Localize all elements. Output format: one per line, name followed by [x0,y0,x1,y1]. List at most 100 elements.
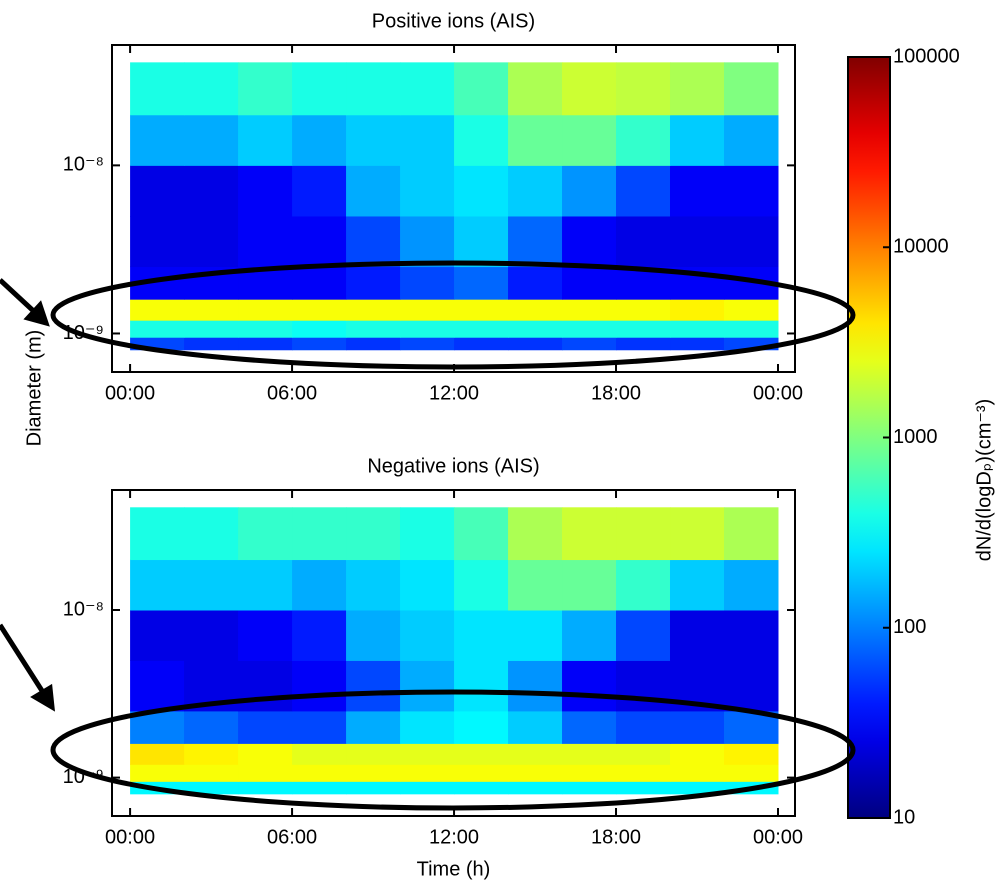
heatmap-cell [346,114,401,166]
heatmap-cell [346,299,401,321]
heatmap-cell [724,165,779,217]
heatmap-cell [670,609,725,661]
heatmap-cell [292,743,347,765]
heatmap-cell [562,743,617,765]
heatmap-cell [184,609,239,661]
heatmap-cell [130,660,185,712]
heatmap-cell [508,62,563,116]
heatmap-cell [508,609,563,661]
heatmap-cell [346,215,401,268]
arrow [0,623,49,699]
heatmap-cell [670,781,725,795]
heatmap-cell [346,660,401,712]
heatmap-cell [562,114,617,166]
heatmap-cell [292,215,347,268]
heatmap-cell [454,660,509,712]
heatmap-cell [130,62,185,116]
heatmap-cell [130,559,185,611]
heatmap-cell [238,299,293,321]
heatmap-cell [616,62,671,116]
heatmap-cell [562,62,617,116]
heatmap-cell [724,743,779,765]
heatmap-cell [184,743,239,765]
heatmap-cell [400,710,455,744]
heatmap-cell [400,320,455,338]
heatmap-cell [508,781,563,795]
heatmap-cell [508,743,563,765]
heatmap-cell [562,507,617,561]
y-tick-label: 10⁻⁸ [63,154,104,176]
heatmap-cell [184,215,239,268]
x-tick-label: 00:00 [753,826,803,848]
heatmap-cell [616,660,671,712]
heatmap-cell [184,559,239,611]
heatmap-cell [616,114,671,166]
heatmap-cell [508,266,563,300]
heatmap-cell [292,299,347,321]
heatmap-cell [292,114,347,166]
heatmap-cell [184,299,239,321]
y-tick-label: 10⁻⁸ [63,598,104,620]
heatmap-cell [562,559,617,611]
heatmap-cell [508,660,563,712]
heatmap-cell [616,609,671,661]
heatmap-cell [184,337,239,351]
heatmap-cell [184,764,239,782]
heatmap-cell [400,215,455,268]
heatmap-cell [184,507,239,561]
heatmap-cell [616,337,671,351]
heatmap-cell [616,764,671,782]
heatmap-cell [562,215,617,268]
heatmap-cell [454,609,509,661]
x-tick-label: 06:00 [267,382,317,404]
y-tick-label: 10⁻⁹ [63,766,104,788]
heatmap-cell [400,507,455,561]
heatmap-cell [508,507,563,561]
heatmap-cell [346,320,401,338]
heatmap-cell [454,165,509,217]
heatmap-cell [400,559,455,611]
heatmap-cell [616,559,671,611]
heatmap-cell [562,609,617,661]
arrow-head [30,683,56,712]
heatmap-cell [508,165,563,217]
heatmap-cell [724,764,779,782]
heatmap-cell [346,609,401,661]
heatmap-cell [346,62,401,116]
heatmap-cell [508,299,563,321]
heatmap-cell [400,337,455,351]
heatmap-cell [670,215,725,268]
heatmap-cell [130,764,185,782]
heatmap-cell [400,266,455,300]
heatmap-cell [562,764,617,782]
heatmap-cell [616,165,671,217]
heatmap-cell [346,165,401,217]
heatmap-cell [184,320,239,338]
heatmap-cell [724,62,779,116]
heatmap-cell [238,62,293,116]
heatmap-cell [292,266,347,300]
heatmap-cell [130,320,185,338]
heatmap-cell [238,781,293,795]
heatmap-cell [454,337,509,351]
heatmap-cell [670,743,725,765]
heatmap-cell [346,507,401,561]
heatmap-cell [670,710,725,744]
x-tick-label: 00:00 [753,382,803,404]
heatmap-cell [508,215,563,268]
heatmap-cell [724,507,779,561]
heatmap-cell [508,764,563,782]
heatmap-cell [130,215,185,268]
heatmap-cell [130,299,185,321]
heatmap-cell [292,320,347,338]
heatmap-cell [400,165,455,217]
heatmap-cell [670,764,725,782]
heatmap-cell [562,781,617,795]
heatmap-cell [238,559,293,611]
x-tick-label: 18:00 [591,382,641,404]
heatmap-cell [238,660,293,712]
chart-title: Negative ions (AIS) [367,455,539,477]
heatmap-cell [400,660,455,712]
heatmap-cell [400,781,455,795]
